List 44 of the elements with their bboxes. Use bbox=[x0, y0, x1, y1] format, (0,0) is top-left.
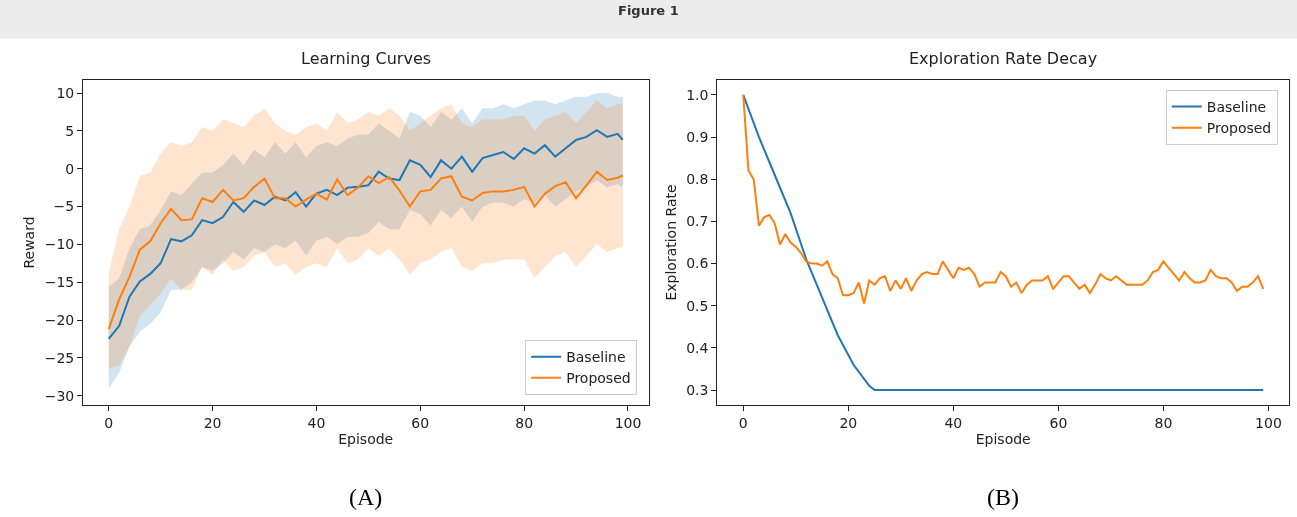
y-tick-label: 0.6 bbox=[686, 255, 709, 272]
legend-label: Proposed bbox=[566, 370, 631, 387]
legend-label: Baseline bbox=[1206, 98, 1267, 115]
y-tick-label: 0 bbox=[65, 160, 75, 177]
caption: Figure 1 bbox=[618, 3, 679, 18]
x-tick-label: 20 bbox=[839, 414, 858, 431]
y-tick-label: −5 bbox=[53, 198, 75, 215]
y-tick-label: −15 bbox=[44, 274, 75, 291]
x-tick-label: 80 bbox=[515, 414, 534, 431]
y-tick-label: 0.9 bbox=[686, 128, 709, 145]
legend-label: Baseline bbox=[566, 349, 626, 366]
chart-title: Exploration Rate Decay bbox=[909, 49, 1098, 68]
x-axis-title: Episode bbox=[975, 430, 1031, 447]
x-tick-label: 60 bbox=[411, 414, 430, 431]
x-tick-label: 40 bbox=[307, 414, 326, 431]
text: (B) bbox=[987, 484, 1019, 510]
y-tick-label: −30 bbox=[44, 387, 75, 404]
y-tick-label: 0.7 bbox=[686, 213, 709, 230]
line-series bbox=[107, 129, 624, 340]
y-axis-title: Reward bbox=[21, 216, 38, 269]
y-tick-label: 1.0 bbox=[686, 86, 709, 103]
text: (A) bbox=[349, 484, 383, 510]
y-tick-label: 0.3 bbox=[686, 381, 709, 398]
x-tick-label: 20 bbox=[203, 414, 222, 431]
line-series bbox=[107, 170, 624, 331]
y-tick-label: 0.8 bbox=[686, 171, 709, 188]
x-tick-label: 100 bbox=[614, 414, 642, 431]
x-tick-label: 80 bbox=[1154, 414, 1173, 431]
y-tick-label: −25 bbox=[44, 349, 75, 366]
legend-label: Proposed bbox=[1206, 120, 1272, 137]
x-tick-label: 60 bbox=[1049, 414, 1068, 431]
x-tick-label: 100 bbox=[1255, 414, 1282, 431]
y-tick-label: 5 bbox=[65, 122, 75, 139]
chart-title: Learning Curves bbox=[301, 49, 432, 68]
y-tick-label: 0.5 bbox=[686, 297, 709, 314]
y-tick-label: −20 bbox=[44, 311, 75, 328]
y-tick-label: 0.4 bbox=[686, 339, 709, 356]
y-tick-label: 10 bbox=[56, 84, 75, 101]
x-tick-label: 40 bbox=[944, 414, 963, 431]
y-tick-label: −10 bbox=[44, 236, 75, 253]
x-tick-label: 0 bbox=[738, 414, 748, 431]
x-axis-title: Episode bbox=[338, 430, 394, 447]
y-axis-title: Exploration Rate bbox=[662, 184, 679, 301]
x-tick-label: 0 bbox=[104, 414, 114, 431]
